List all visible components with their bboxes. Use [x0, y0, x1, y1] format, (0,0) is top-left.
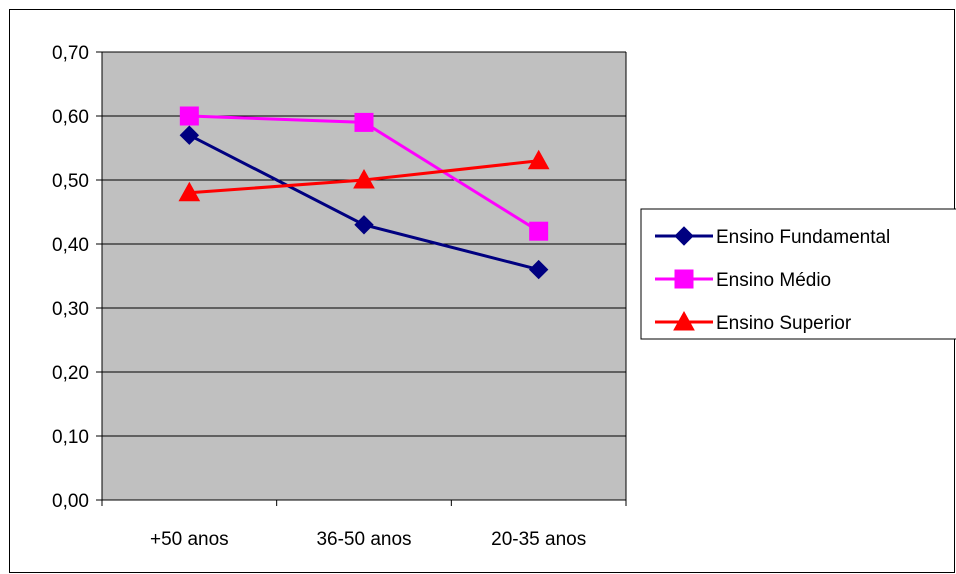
- data-point: [179, 106, 199, 126]
- legend-label: Ensino Superior: [716, 313, 852, 334]
- legend-item: Ensino Médio: [655, 269, 831, 291]
- data-point: [178, 181, 201, 202]
- legend-label: Ensino Médio: [716, 270, 831, 291]
- series-0: [179, 125, 549, 280]
- data-point: [527, 149, 550, 170]
- series-group: [178, 106, 550, 280]
- y-tick-label: 0,70: [52, 43, 89, 64]
- data-point: [354, 112, 374, 132]
- legend-marker: [674, 226, 694, 246]
- data-point: [529, 221, 549, 241]
- legend-item: Ensino Superior: [655, 310, 852, 334]
- legend-label: Ensino Fundamental: [716, 227, 890, 248]
- legend-item: Ensino Fundamental: [655, 226, 890, 248]
- data-point: [528, 259, 549, 280]
- y-tick-label: 0,10: [52, 427, 89, 448]
- series-2: [178, 149, 550, 202]
- x-tick-label: 36-50 anos: [316, 529, 411, 550]
- y-tick-label: 0,20: [52, 363, 89, 384]
- y-axis-ticks: 0,00 0,10 0,20 0,30 0,40 0,50 0,60 0,70: [52, 43, 102, 512]
- legend-marker: [673, 310, 695, 331]
- data-point: [353, 168, 375, 189]
- legend-marker: [674, 269, 694, 289]
- x-tick-label: 20-35 anos: [491, 529, 586, 550]
- data-point: [354, 215, 374, 235]
- y-tick-label: 0,00: [52, 491, 89, 512]
- legend: Ensino Fundamental Ensino Médio Ensino Sup…: [640, 208, 956, 340]
- y-tick-label: 0,60: [52, 107, 89, 128]
- data-point: [179, 125, 200, 145]
- y-tick-label: 0,40: [52, 235, 89, 256]
- series-1: [179, 106, 549, 241]
- axes: [101, 52, 627, 501]
- y-tick-label: 0,50: [52, 171, 89, 192]
- x-axis-ticks: +50 anos 36-50 anos 20-35 anos: [101, 500, 627, 550]
- y-tick-label: 0,30: [52, 299, 89, 320]
- x-tick-label: +50 anos: [150, 529, 229, 550]
